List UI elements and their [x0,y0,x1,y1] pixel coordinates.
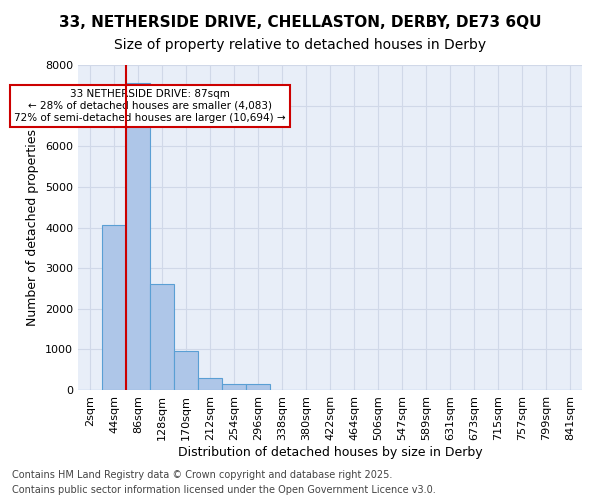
Text: 33, NETHERSIDE DRIVE, CHELLASTON, DERBY, DE73 6QU: 33, NETHERSIDE DRIVE, CHELLASTON, DERBY,… [59,15,541,30]
Text: 33 NETHERSIDE DRIVE: 87sqm
← 28% of detached houses are smaller (4,083)
72% of s: 33 NETHERSIDE DRIVE: 87sqm ← 28% of deta… [14,90,286,122]
Bar [246,384,270,390]
Text: Contains HM Land Registry data © Crown copyright and database right 2025.: Contains HM Land Registry data © Crown c… [12,470,392,480]
Bar [126,84,150,390]
X-axis label: Distribution of detached houses by size in Derby: Distribution of detached houses by size … [178,446,482,458]
Y-axis label: Number of detached properties: Number of detached properties [26,129,40,326]
Bar [174,352,198,390]
Bar [102,226,126,390]
Text: Size of property relative to detached houses in Derby: Size of property relative to detached ho… [114,38,486,52]
Bar [150,284,174,390]
Bar [222,384,246,390]
Text: Contains public sector information licensed under the Open Government Licence v3: Contains public sector information licen… [12,485,436,495]
Bar [198,378,222,390]
